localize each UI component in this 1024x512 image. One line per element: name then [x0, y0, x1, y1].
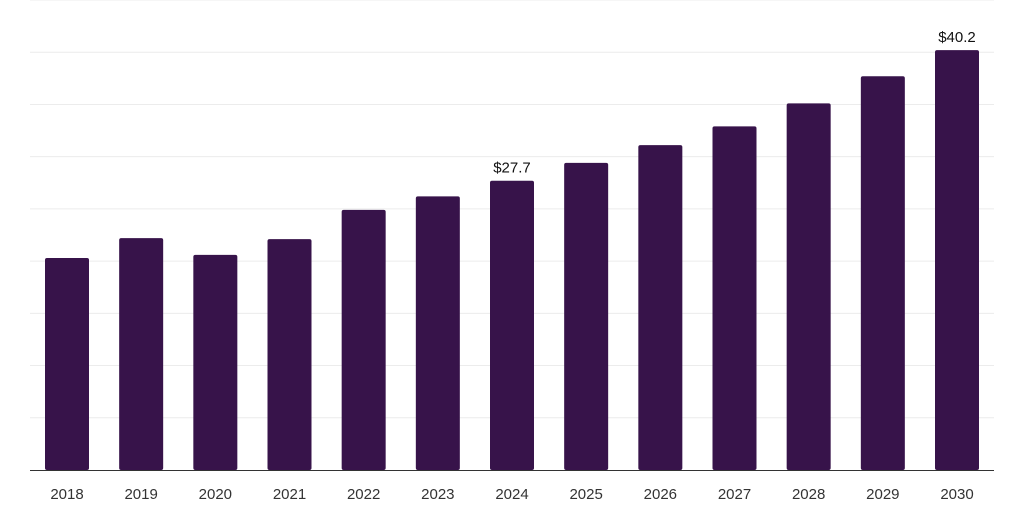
- data-labels: $27.7 $40.2: [493, 29, 976, 177]
- bar-2020: [193, 254, 238, 470]
- x-tick-label-2021: 2021: [273, 486, 306, 503]
- x-tick-label-2027: 2027: [718, 486, 751, 503]
- bar-2021: [267, 239, 312, 470]
- x-tick-label-2023: 2023: [421, 486, 454, 503]
- x-tick-label-2022: 2022: [347, 486, 380, 503]
- x-tick-label-2029: 2029: [866, 486, 899, 503]
- x-tick-label-2030: 2030: [940, 486, 973, 503]
- bars: [45, 50, 979, 471]
- x-tick-label-2024: 2024: [495, 486, 528, 503]
- x-axis: 2018 2019 2020 2021 2022 2023 2024 2025 2026 2027…: [30, 470, 994, 503]
- bar-2026: [638, 145, 683, 470]
- bar-2027: [712, 126, 757, 470]
- bar-2025: [564, 162, 609, 470]
- x-tick-label-2028: 2028: [792, 486, 825, 503]
- bar-2029: [860, 76, 905, 470]
- x-tick-label-2019: 2019: [124, 486, 157, 503]
- x-tick-label-2018: 2018: [50, 486, 83, 503]
- bar-2023: [415, 196, 460, 470]
- bar-2019: [119, 238, 164, 470]
- bar-2028: [786, 103, 831, 471]
- bar-2030: [935, 50, 979, 471]
- data-label-2030: $40.2: [938, 29, 976, 46]
- x-tick-label-2025: 2025: [569, 486, 602, 503]
- bar-2022: [341, 209, 386, 470]
- bar-2018: [45, 257, 89, 470]
- x-tick-label-2020: 2020: [199, 486, 232, 503]
- data-label-2024: $27.7: [493, 160, 531, 177]
- x-tick-label-2026: 2026: [644, 486, 677, 503]
- bar-2024: [490, 180, 534, 470]
